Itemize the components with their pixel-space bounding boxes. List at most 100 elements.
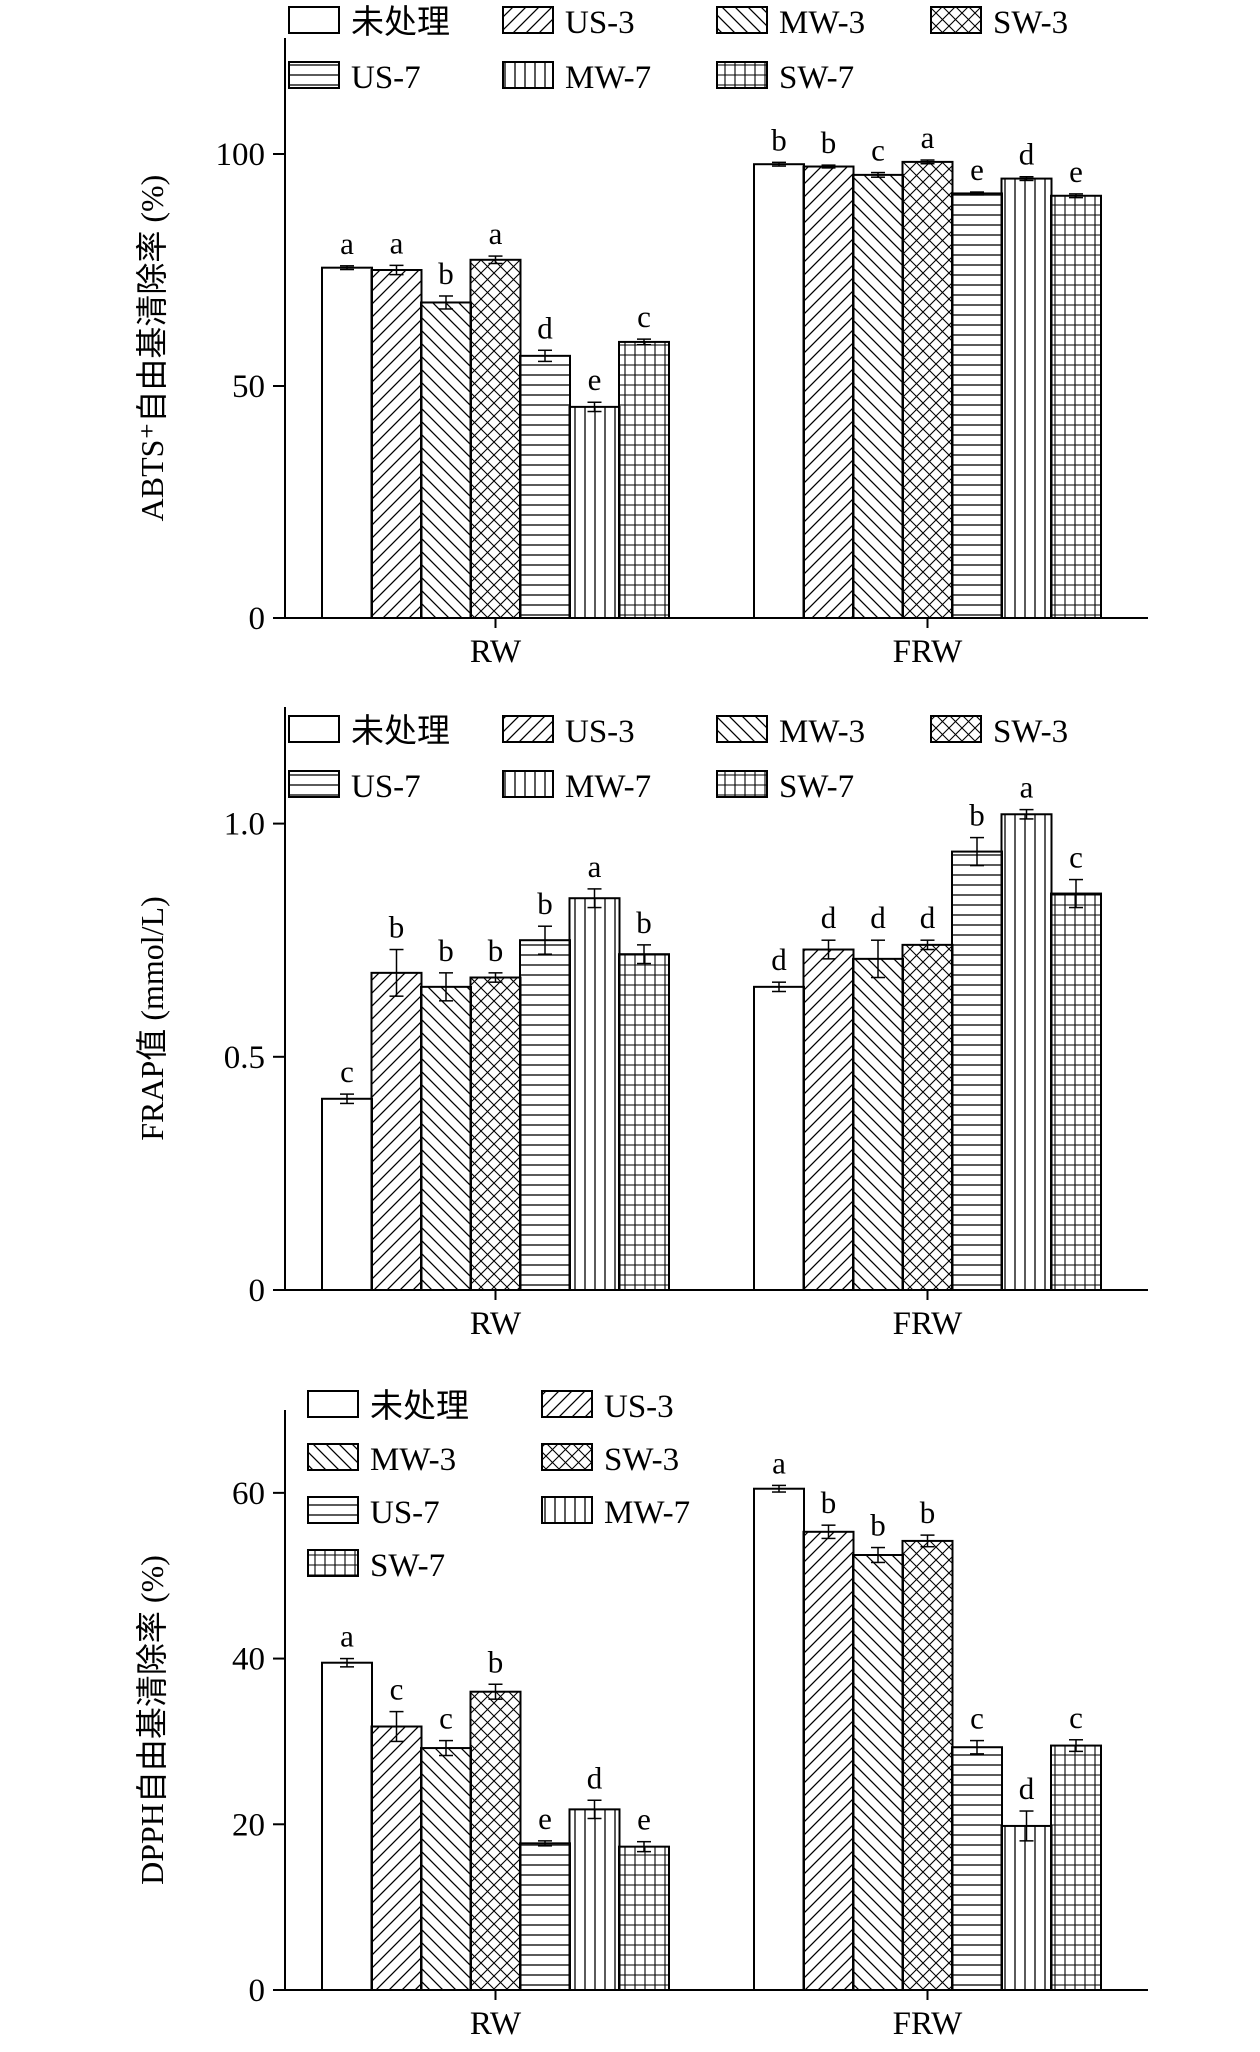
significance-label: a [489, 216, 503, 251]
significance-label: c [390, 1672, 404, 1707]
bar-us-3-frw [802, 165, 855, 619]
bar-mw-3-frw [852, 173, 904, 619]
y-axis-title: DPPH自由基清除率 (%) [134, 1555, 170, 1885]
bar-sw-3-frw [901, 1539, 954, 1992]
bar-mw-7-rw [568, 405, 621, 619]
legend: 未处理 US-3 MW-3 SW-3 US-7 MW-7 SW-7 [288, 4, 1068, 96]
significance-label: a [340, 1619, 354, 1654]
significance-label: c [1069, 840, 1083, 875]
significance-label: d [870, 900, 886, 935]
legend-swatch-untreated [288, 715, 340, 743]
significance-label: d [537, 310, 553, 345]
legend-label-mw-3: MW-3 [779, 5, 865, 41]
legend-swatch-untreated [288, 6, 340, 34]
category-label-rw: RW [470, 1306, 522, 1342]
significance-label: e [1069, 154, 1083, 189]
legend-swatch-mw-7 [541, 1496, 593, 1524]
legend-label-untreated: 未处理 [370, 1388, 469, 1425]
significance-label: c [340, 1054, 354, 1089]
bar-mw-7-frw [1000, 813, 1053, 1291]
significance-label: b [488, 933, 504, 968]
significance-label: e [637, 1802, 651, 1837]
legend-swatch-us-3 [541, 1390, 593, 1418]
legend-label-mw-7: MW-7 [604, 1495, 690, 1531]
legend-label-mw-3: MW-3 [779, 714, 865, 750]
bar-untreated-rw [321, 1661, 373, 1991]
legend-label-sw-7: SW-7 [779, 60, 854, 96]
legend-swatch-us-7 [307, 1496, 359, 1524]
significance-label: b [438, 933, 454, 968]
significance-label: b [821, 1485, 837, 1520]
bar-mw-3-rw [420, 1747, 472, 1991]
legend-label-sw-7: SW-7 [370, 1548, 445, 1584]
bar-mw-7-frw [1000, 1824, 1053, 1992]
bar-mw-3-rw [420, 985, 472, 1292]
legend-swatch-mw-7 [502, 61, 554, 89]
category-label-frw: FRW [893, 2006, 964, 2042]
y-tick-label: 20 [232, 1807, 265, 1843]
bar-us-3-frw [802, 1530, 855, 1992]
significance-label: c [439, 1701, 453, 1736]
y-tick-label: 0 [249, 1273, 266, 1309]
legend-label-untreated: 未处理 [351, 4, 450, 41]
y-tick-label: 50 [232, 369, 265, 405]
legend-label-us-3: US-3 [565, 714, 635, 750]
legend-label-us-7: US-7 [370, 1495, 440, 1531]
bar-untreated-frw [753, 1487, 805, 1991]
legend-label-us-7: US-7 [351, 769, 421, 805]
significance-label: b [636, 905, 652, 940]
bar-sw-3-rw [469, 1690, 522, 1991]
significance-label: e [538, 1801, 552, 1836]
significance-label: a [390, 225, 404, 260]
bar-sw-3-rw [469, 976, 522, 1292]
bar-sw-7-frw [1050, 194, 1102, 619]
bar-untreated-rw [321, 1097, 373, 1291]
bar-us-7-frw [951, 192, 1003, 619]
significance-label: b [488, 1644, 504, 1679]
significance-label: d [771, 942, 787, 977]
legend-label-sw-3: SW-3 [993, 5, 1068, 41]
bar-us-3-rw [370, 269, 423, 619]
significance-label: b [969, 798, 985, 833]
bar-sw-7-rw [618, 1845, 670, 1991]
bar-sw-7-rw [618, 953, 670, 1292]
bar-us-7-frw [951, 1746, 1003, 1991]
bar-mw-7-frw [1000, 177, 1053, 619]
significance-label: c [970, 1701, 984, 1736]
significance-label: a [588, 849, 602, 884]
legend-swatch-us-3 [502, 715, 554, 743]
bar-us-3-frw [802, 948, 855, 1291]
bar-untreated-rw [321, 266, 373, 619]
legend-swatch-sw-7 [307, 1549, 359, 1577]
bar-mw-3-frw [852, 957, 904, 1292]
legend-label-untreated: 未处理 [351, 713, 450, 750]
legend-swatch-sw-3 [541, 1443, 593, 1471]
bar-mw-7-rw [568, 897, 621, 1291]
y-tick-label: 40 [232, 1642, 265, 1678]
significance-label: d [821, 900, 837, 935]
legend-swatch-mw-3 [716, 6, 768, 34]
significance-label: e [970, 152, 984, 187]
legend-label-sw-3: SW-3 [604, 1442, 679, 1478]
y-tick-label: 0.5 [224, 1040, 265, 1076]
significance-label: b [920, 1495, 936, 1530]
significance-label: c [1069, 1700, 1083, 1735]
legend-swatch-mw-7 [502, 770, 554, 798]
legend-swatch-untreated [307, 1390, 359, 1418]
legend-label-us-7: US-7 [351, 60, 421, 96]
bar-sw-7-rw [618, 340, 670, 619]
legend-label-mw-3: MW-3 [370, 1442, 456, 1478]
legend: 未处理 US-3 MW-3 SW-3 US-7 MW-7 SW-7 [307, 1388, 690, 1584]
y-axis-title: FRAP值 (mmol/L) [134, 896, 170, 1140]
legend-swatch-sw-7 [716, 770, 768, 798]
bar-us-7-frw [951, 850, 1003, 1291]
bar-untreated-frw [753, 985, 805, 1292]
significance-label: c [637, 299, 651, 334]
category-label-rw: RW [470, 2006, 522, 2042]
y-tick-label: 0 [249, 601, 266, 637]
legend-swatch-us-3 [502, 6, 554, 34]
significance-label: b [771, 122, 787, 157]
significance-label: d [920, 900, 936, 935]
